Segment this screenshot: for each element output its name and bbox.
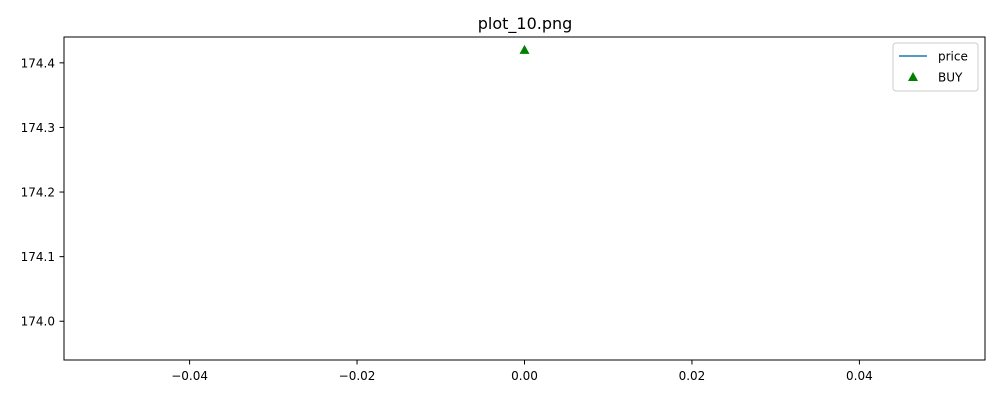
x-tick-label: 0.02 [679, 369, 706, 383]
x-tick-label: 0.04 [846, 369, 873, 383]
y-tick-label: 174.0 [21, 315, 55, 329]
legend-label-price: price [938, 50, 968, 64]
x-axis: −0.04 −0.02 0.00 0.02 0.04 [171, 360, 873, 383]
y-axis: 174.0 174.1 174.2 174.3 174.4 [21, 56, 64, 329]
buy-marker [519, 44, 530, 54]
plot-layer [519, 44, 530, 54]
x-tick-label: −0.04 [171, 369, 208, 383]
y-tick-label: 174.2 [21, 186, 55, 200]
chart-title: plot_10.png [478, 14, 573, 34]
legend-swatch-triangle-icon [908, 72, 918, 81]
y-tick-label: 174.3 [21, 121, 55, 135]
x-tick-label: −0.02 [339, 369, 376, 383]
y-tick-label: 174.4 [21, 56, 55, 70]
legend: price BUY [892, 42, 979, 92]
legend-label-BUY: BUY [938, 71, 963, 85]
x-tick-label: 0.00 [511, 369, 538, 383]
y-tick-label: 174.1 [21, 250, 55, 264]
